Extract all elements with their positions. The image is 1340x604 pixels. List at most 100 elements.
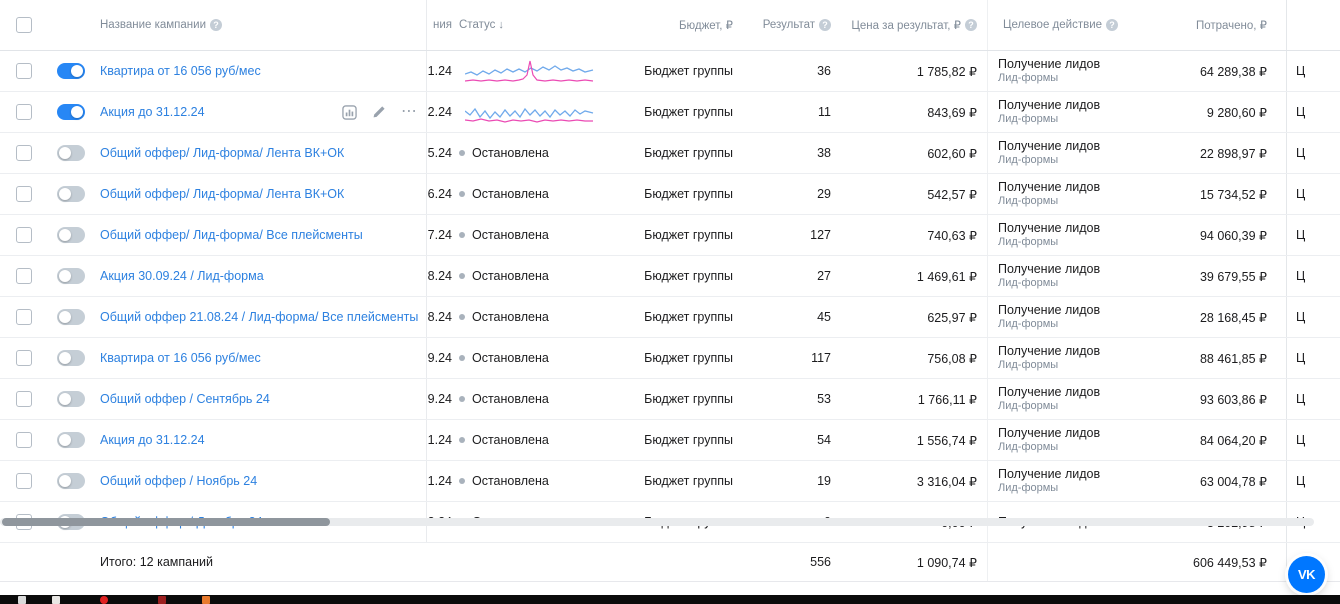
next-column-fragment-cell: Ц (1286, 51, 1340, 91)
help-icon[interactable]: ? (1106, 19, 1119, 31)
campaign-toggle[interactable] (57, 309, 85, 325)
status-dot (459, 478, 465, 484)
spent-value: 88 461,85 ₽ (1199, 351, 1267, 366)
taskbar-app-icon-red[interactable] (100, 596, 108, 604)
more-ellipsis-icon[interactable]: ⋯ (401, 103, 417, 120)
column-header-budget-label[interactable]: Бюджет, ₽ (678, 20, 733, 32)
footer-action-cell (987, 543, 1123, 581)
taskbar-app-icon-1[interactable] (18, 596, 26, 604)
campaign-name-link[interactable]: Общий оффер/ Лид-форма/ Все плейсменты (100, 228, 363, 242)
row-checkbox[interactable] (16, 309, 32, 325)
campaign-date-fragment: 9.24 (427, 351, 452, 365)
taskbar-app-icon-2[interactable] (52, 596, 60, 604)
campaign-name-link[interactable]: Квартира от 16 056 руб/мес (100, 351, 261, 365)
campaign-date-cell: 5.24 (427, 133, 455, 173)
column-header-date-label[interactable]: ния (432, 19, 452, 31)
row-checkbox[interactable] (16, 104, 32, 120)
price-value: 756,08 ₽ (927, 351, 977, 366)
row-checkbox[interactable] (16, 268, 32, 284)
spent-cell: 88 461,85 ₽ (1123, 338, 1286, 378)
toggle-knob (59, 311, 71, 323)
taskbar-app-icon-orange[interactable] (202, 596, 210, 604)
vk-chat-button[interactable]: VK (1288, 556, 1325, 593)
campaign-name-link[interactable]: Общий оффер / Сентябрь 24 (100, 392, 270, 406)
campaign-name-cell: Квартира от 16 056 руб/мес ⋯ (90, 338, 427, 378)
column-header-next-fragment (1286, 0, 1340, 50)
spent-cell: 63 004,78 ₽ (1123, 461, 1286, 501)
campaign-name-link[interactable]: Акция до 31.12.24 (100, 433, 205, 447)
campaign-toggle[interactable] (57, 104, 85, 120)
campaign-name-link[interactable]: Акция 30.09.24 / Лид-форма (100, 269, 264, 283)
campaign-name-link[interactable]: Общий оффер/ Лид-форма/ Лента ВК+ОК (100, 187, 345, 201)
campaign-name-link[interactable]: Акция до 31.12.24 (100, 105, 205, 119)
result-cell: 29 (743, 174, 835, 214)
row-checkbox[interactable] (16, 145, 32, 161)
status-dot (459, 273, 465, 279)
status-cell (455, 92, 603, 132)
row-actions: ⋯ (330, 101, 420, 123)
column-header-result-label[interactable]: Результат (762, 19, 815, 31)
campaign-toggle[interactable] (57, 227, 85, 243)
totals-label-cell: Итого: 12 кампаний (90, 543, 427, 581)
spent-value: 93 603,86 ₽ (1199, 392, 1267, 407)
row-checkbox-cell (0, 297, 44, 337)
help-icon[interactable]: ? (965, 19, 977, 31)
result-value: 36 (817, 64, 831, 78)
campaign-date-fragment: 7.24 (427, 228, 452, 242)
sort-desc-icon[interactable]: ↓ (498, 19, 504, 31)
column-header-name-label[interactable]: Название кампании (100, 19, 206, 31)
row-checkbox[interactable] (16, 432, 32, 448)
campaign-toggle[interactable] (57, 186, 85, 202)
campaign-toggle[interactable] (57, 391, 85, 407)
target-action-value: Получение лидов (998, 57, 1101, 71)
campaign-toggle[interactable] (57, 63, 85, 79)
horizontal-scrollbar-thumb[interactable] (2, 518, 330, 526)
select-all-checkbox[interactable] (16, 17, 32, 33)
help-icon[interactable]: ? (210, 19, 222, 31)
row-checkbox[interactable] (16, 391, 32, 407)
table-row: Квартира от 16 056 руб/мес ⋯ 1.24 (0, 51, 1340, 92)
campaign-name-link[interactable]: Общий оффер 21.08.24 / Лид-форма/ Все пл… (100, 310, 419, 324)
campaign-toggle[interactable] (57, 473, 85, 489)
budget-cell: Бюджет группы (603, 420, 743, 460)
campaign-toggle[interactable] (57, 350, 85, 366)
campaign-name-cell: Общий оффер / Сентябрь 24 ⋯ (90, 379, 427, 419)
column-header-action-label[interactable]: Целевое действие (1002, 19, 1103, 31)
target-action-cell: Получение лидов Лид-формы (987, 338, 1123, 378)
campaign-toggle[interactable] (57, 268, 85, 284)
row-checkbox[interactable] (16, 186, 32, 202)
next-column-fragment-cell: Ц (1286, 420, 1340, 460)
result-cell: 27 (743, 256, 835, 296)
help-icon[interactable]: ? (819, 19, 831, 31)
column-header-status-label[interactable]: Статус (459, 19, 496, 31)
column-header-status: Статус ↓ (455, 0, 603, 50)
campaign-name-link[interactable]: Общий оффер / Ноябрь 24 (100, 474, 258, 488)
column-header-spent-label[interactable]: Потрачено, ₽ (1195, 20, 1267, 32)
spent-cell: 93 603,86 ₽ (1123, 379, 1286, 419)
campaign-date-cell: 8.24 (427, 297, 455, 337)
campaign-toggle[interactable] (57, 145, 85, 161)
table-row: Акция до 31.12.24 ⋯ 2.24 (0, 92, 1340, 133)
budget-cell: Бюджет группы (603, 215, 743, 255)
statistics-icon[interactable] (338, 101, 360, 123)
row-checkbox[interactable] (16, 350, 32, 366)
row-checkbox-cell (0, 174, 44, 214)
price-value: 1 469,61 ₽ (916, 269, 977, 284)
row-checkbox[interactable] (16, 63, 32, 79)
row-checkbox[interactable] (16, 473, 32, 489)
row-checkbox[interactable] (16, 227, 32, 243)
budget-value: Бюджет группы (644, 392, 733, 406)
budget-value: Бюджет группы (644, 474, 733, 488)
campaign-name-link[interactable]: Общий оффер/ Лид-форма/ Лента ВК+ОК (100, 146, 345, 160)
edit-pencil-icon[interactable] (368, 101, 390, 123)
target-action-subtext: Лид-формы (998, 195, 1059, 207)
campaign-toggle[interactable] (57, 432, 85, 448)
column-header-price-label[interactable]: Цена за результат, ₽ (851, 20, 961, 32)
campaign-name-link[interactable]: Квартира от 16 056 руб/мес (100, 64, 261, 78)
next-column-fragment: Ц (1296, 351, 1306, 365)
column-header-date-fragment: ния (427, 0, 455, 50)
next-column-fragment-cell: Ц (1286, 174, 1340, 214)
target-action-value: Получение лидов (998, 180, 1101, 194)
taskbar-app-icon-maroon[interactable] (158, 596, 166, 604)
horizontal-scrollbar-track[interactable] (0, 518, 1314, 526)
